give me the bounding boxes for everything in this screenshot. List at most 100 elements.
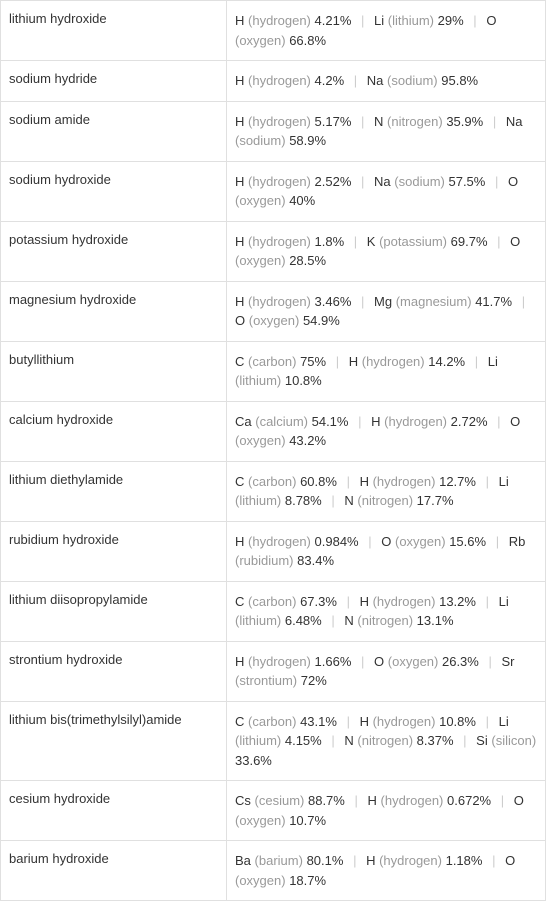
separator: | (331, 613, 334, 628)
element-symbol: Li (488, 354, 498, 369)
separator: | (361, 654, 364, 669)
element-name: (hydrogen) (248, 174, 311, 189)
element-percent: 1.8% (315, 234, 345, 249)
element-name: (hydrogen) (381, 793, 444, 808)
compound-name: strontium hydroxide (1, 641, 227, 701)
element-name: (cesium) (255, 793, 305, 808)
element-symbol: H (235, 234, 244, 249)
element-symbol: Si (476, 733, 488, 748)
composition-cell: H (hydrogen) 0.984% | O (oxygen) 15.6% |… (227, 521, 546, 581)
composition-cell: H (hydrogen) 3.46% | Mg (magnesium) 41.7… (227, 281, 546, 341)
separator: | (353, 853, 356, 868)
element-name: (nitrogen) (357, 493, 413, 508)
element-symbol: H (368, 793, 377, 808)
table-row: sodium amideH (hydrogen) 5.17% | N (nitr… (1, 101, 546, 161)
element-name: (hydrogen) (248, 534, 311, 549)
separator: | (347, 594, 350, 609)
element-percent: 4.21% (315, 13, 352, 28)
element-symbol: Na (367, 73, 384, 88)
element-percent: 75% (300, 354, 326, 369)
element-percent: 0.672% (447, 793, 491, 808)
composition-cell: H (hydrogen) 4.2% | Na (sodium) 95.8% (227, 61, 546, 102)
element-name: (calcium) (255, 414, 308, 429)
element-percent: 95.8% (441, 73, 478, 88)
element-symbol: Mg (374, 294, 392, 309)
element-percent: 26.3% (442, 654, 479, 669)
element-symbol: H (235, 114, 244, 129)
element-symbol: Na (506, 114, 523, 129)
element-name: (magnesium) (396, 294, 472, 309)
separator: | (361, 114, 364, 129)
element-name: (nitrogen) (357, 613, 413, 628)
separator: | (361, 174, 364, 189)
compound-name: lithium hydroxide (1, 1, 227, 61)
element-name: (sodium) (387, 73, 438, 88)
element-name: (carbon) (248, 714, 296, 729)
element-name: (carbon) (248, 354, 296, 369)
separator: | (522, 294, 525, 309)
composition-cell: H (hydrogen) 1.8% | K (potassium) 69.7% … (227, 221, 546, 281)
element-name: (carbon) (248, 594, 296, 609)
element-symbol: N (374, 114, 383, 129)
element-percent: 80.1% (307, 853, 344, 868)
element-symbol: H (235, 13, 244, 28)
element-symbol: C (235, 714, 244, 729)
element-percent: 83.4% (297, 553, 334, 568)
element-percent: 57.5% (448, 174, 485, 189)
table-row: rubidium hydroxideH (hydrogen) 0.984% | … (1, 521, 546, 581)
element-percent: 54.1% (312, 414, 349, 429)
element-name: (hydrogen) (248, 13, 311, 28)
element-symbol: C (235, 354, 244, 369)
element-name: (hydrogen) (373, 474, 436, 489)
element-percent: 43.1% (300, 714, 337, 729)
compound-name: lithium bis(trimethylsilyl)amide (1, 701, 227, 781)
element-name: (nitrogen) (357, 733, 413, 748)
element-name: (sodium) (394, 174, 445, 189)
element-percent: 2.52% (315, 174, 352, 189)
element-percent: 60.8% (300, 474, 337, 489)
element-name: (carbon) (248, 474, 296, 489)
element-symbol: H (235, 534, 244, 549)
separator: | (331, 493, 334, 508)
table-row: sodium hydrideH (hydrogen) 4.2% | Na (so… (1, 61, 546, 102)
element-name: (rubidium) (235, 553, 294, 568)
element-percent: 66.8% (289, 33, 326, 48)
compound-name: lithium diisopropylamide (1, 581, 227, 641)
compound-name: lithium diethylamide (1, 461, 227, 521)
compound-name: rubidium hydroxide (1, 521, 227, 581)
composition-cell: C (carbon) 60.8% | H (hydrogen) 12.7% | … (227, 461, 546, 521)
element-percent: 3.46% (315, 294, 352, 309)
element-percent: 12.7% (439, 474, 476, 489)
element-name: (lithium) (235, 733, 281, 748)
element-percent: 29% (438, 13, 464, 28)
table-body: lithium hydroxide H (hydrogen) 4.21% | Li… (1, 1, 546, 901)
element-symbol: Li (499, 474, 509, 489)
element-name: (lithium) (235, 493, 281, 508)
compound-name: sodium hydride (1, 61, 227, 102)
table-row: butyllithiumC (carbon) 75% | H (hydrogen… (1, 341, 546, 401)
element-percent: 18.7% (289, 873, 326, 888)
separator: | (331, 733, 334, 748)
element-name: (potassium) (379, 234, 447, 249)
compound-name: sodium amide (1, 101, 227, 161)
compound-name: magnesium hydroxide (1, 281, 227, 341)
separator: | (497, 234, 500, 249)
separator: | (486, 714, 489, 729)
element-symbol: O (235, 313, 245, 328)
element-symbol: N (344, 493, 353, 508)
table-row: calcium hydroxideCa (calcium) 54.1% | H … (1, 401, 546, 461)
separator: | (354, 73, 357, 88)
element-name: (hydrogen) (248, 654, 311, 669)
composition-cell: Ba (barium) 80.1% | H (hydrogen) 1.18% |… (227, 841, 546, 901)
composition-cell: Cs (cesium) 88.7% | H (hydrogen) 0.672% … (227, 781, 546, 841)
element-name: (oxygen) (235, 813, 286, 828)
element-symbol: Li (499, 714, 509, 729)
element-percent: 4.2% (315, 73, 345, 88)
element-percent: 0.984% (315, 534, 359, 549)
element-symbol: H (360, 474, 369, 489)
element-symbol: Sr (502, 654, 515, 669)
composition-cell: Ca (calcium) 54.1% | H (hydrogen) 2.72% … (227, 401, 546, 461)
element-symbol: O (510, 234, 520, 249)
element-percent: 10.8% (439, 714, 476, 729)
element-percent: 17.7% (417, 493, 454, 508)
